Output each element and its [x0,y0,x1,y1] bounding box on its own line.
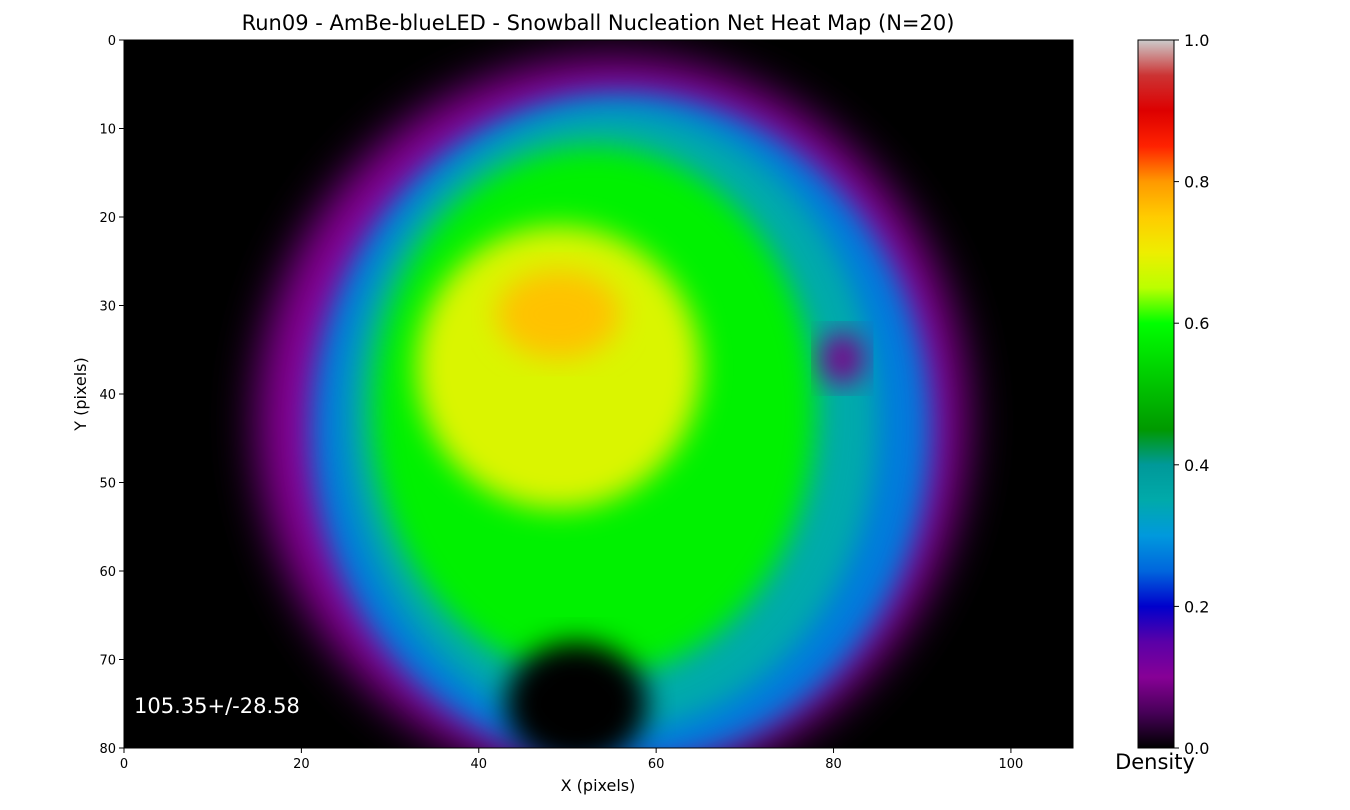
colorbar-tick-label: 0.8 [1184,173,1209,192]
y-axis-label: Y (pixels) [71,357,90,432]
y-tick-label: 20 [99,211,116,226]
x-tick-label: 80 [825,757,842,772]
y-tick-label: 60 [99,565,116,580]
chart-title: Run09 - AmBe-blueLED - Snowball Nucleati… [242,11,955,35]
x-axis-ticks: 0 20 40 60 80 100 [120,748,1023,772]
y-tick-label: 0 [108,34,116,49]
colorbar [1137,39,1175,749]
y-tick-label: 70 [99,654,116,669]
colorbar-tick-label: 0.4 [1184,456,1209,475]
y-axis-ticks: 0 10 20 30 40 50 60 70 80 [99,34,124,757]
colorbar-tick-label: 0.2 [1184,597,1209,616]
heatmap [257,57,967,748]
y-tick-label: 30 [99,300,116,315]
y-tick-label: 50 [99,477,116,492]
x-tick-label: 60 [648,757,665,772]
colorbar-tick-label: 1.0 [1184,31,1209,50]
x-tick-label: 20 [293,757,310,772]
heat-region [416,225,701,510]
stat-annotation: 105.35+/-28.58 [134,694,300,718]
x-axis-label: X (pixels) [561,776,636,795]
x-tick-label: 0 [120,757,128,772]
heat-region [496,270,621,359]
y-tick-label: 40 [99,388,116,403]
heat-void [505,641,648,748]
colorbar-tick-label: 0.0 [1184,739,1209,758]
colorbar-label: Density [1115,750,1195,774]
x-tick-label: 100 [999,757,1024,772]
x-tick-label: 40 [470,757,487,772]
y-tick-label: 10 [99,123,116,138]
colorbar-ticks: 0.0 0.2 0.4 0.6 0.8 1.0 [1174,31,1209,758]
y-tick-label: 80 [99,742,116,757]
heat-void [820,332,865,386]
colorbar-tick-label: 0.6 [1184,314,1209,333]
